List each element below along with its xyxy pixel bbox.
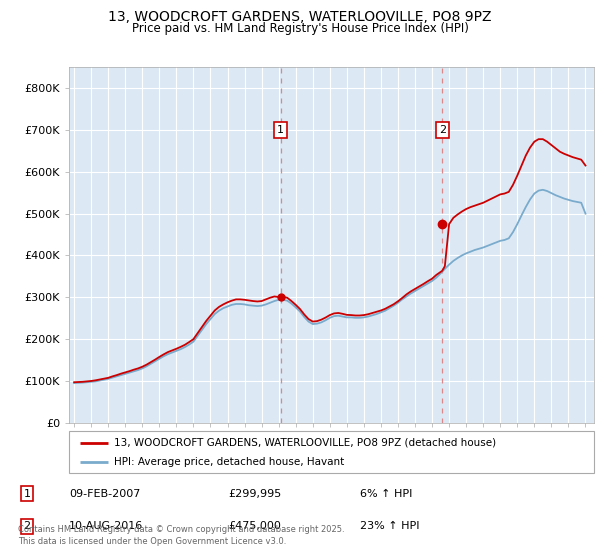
Text: 1: 1: [23, 489, 31, 499]
Text: 13, WOODCROFT GARDENS, WATERLOOVILLE, PO8 9PZ: 13, WOODCROFT GARDENS, WATERLOOVILLE, PO…: [108, 10, 492, 24]
FancyBboxPatch shape: [69, 431, 594, 473]
Text: 13, WOODCROFT GARDENS, WATERLOOVILLE, PO8 9PZ (detached house): 13, WOODCROFT GARDENS, WATERLOOVILLE, PO…: [113, 438, 496, 448]
Text: 1: 1: [277, 125, 284, 135]
Text: 2: 2: [23, 521, 31, 531]
Text: HPI: Average price, detached house, Havant: HPI: Average price, detached house, Hava…: [113, 458, 344, 467]
Text: 10-AUG-2016: 10-AUG-2016: [69, 521, 143, 531]
Text: £475,000: £475,000: [228, 521, 281, 531]
Text: 23% ↑ HPI: 23% ↑ HPI: [360, 521, 419, 531]
Text: 2: 2: [439, 125, 446, 135]
Text: £299,995: £299,995: [228, 489, 281, 499]
Text: Price paid vs. HM Land Registry's House Price Index (HPI): Price paid vs. HM Land Registry's House …: [131, 22, 469, 35]
Text: Contains HM Land Registry data © Crown copyright and database right 2025.
This d: Contains HM Land Registry data © Crown c…: [18, 525, 344, 546]
Text: 6% ↑ HPI: 6% ↑ HPI: [360, 489, 412, 499]
Text: 09-FEB-2007: 09-FEB-2007: [69, 489, 140, 499]
